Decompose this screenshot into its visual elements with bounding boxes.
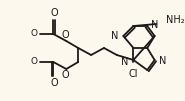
Text: O: O: [51, 78, 58, 88]
Text: N: N: [151, 20, 158, 30]
Text: O: O: [62, 70, 69, 80]
Text: N: N: [122, 57, 129, 67]
Text: O: O: [31, 29, 38, 38]
Text: N: N: [159, 56, 166, 66]
Text: NH₂: NH₂: [166, 15, 184, 25]
Text: O: O: [62, 30, 69, 40]
Text: O: O: [31, 57, 38, 66]
Text: O: O: [51, 8, 58, 18]
Text: Cl: Cl: [129, 69, 138, 79]
Text: N: N: [111, 31, 119, 41]
